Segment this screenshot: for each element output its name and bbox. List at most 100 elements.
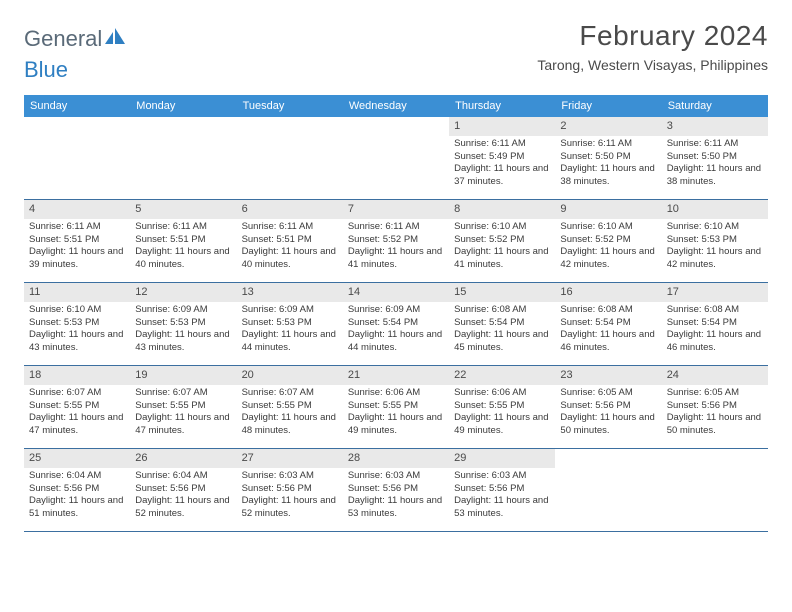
dow-monday: Monday [130,95,236,117]
sunset-line: Sunset: 5:53 PM [135,317,231,330]
day-cell: 17Sunrise: 6:08 AMSunset: 5:54 PMDayligh… [662,283,768,365]
sunset-line: Sunset: 5:53 PM [242,317,338,330]
daylight-line: Daylight: 11 hours and 40 minutes. [135,246,231,272]
brand-sail-icon [105,26,125,52]
sunset-line: Sunset: 5:51 PM [135,234,231,247]
sunrise-line: Sunrise: 6:11 AM [560,138,656,151]
sunrise-line: Sunrise: 6:10 AM [667,221,763,234]
day-number: 17 [662,283,768,302]
daylight-line: Daylight: 11 hours and 39 minutes. [29,246,125,272]
sunset-line: Sunset: 5:55 PM [242,400,338,413]
brand-part2: Blue [24,57,68,82]
day-number: 8 [449,200,555,219]
daylight-line: Daylight: 11 hours and 44 minutes. [242,329,338,355]
empty-cell [237,117,343,199]
day-cell: 25Sunrise: 6:04 AMSunset: 5:56 PMDayligh… [24,449,130,531]
day-cell: 10Sunrise: 6:10 AMSunset: 5:53 PMDayligh… [662,200,768,282]
day-cell: 18Sunrise: 6:07 AMSunset: 5:55 PMDayligh… [24,366,130,448]
sunrise-line: Sunrise: 6:11 AM [454,138,550,151]
dow-wednesday: Wednesday [343,95,449,117]
daylight-line: Daylight: 11 hours and 49 minutes. [454,412,550,438]
empty-cell [130,117,236,199]
sunrise-line: Sunrise: 6:07 AM [242,387,338,400]
dow-thursday: Thursday [449,95,555,117]
daylight-line: Daylight: 11 hours and 53 minutes. [454,495,550,521]
sunset-line: Sunset: 5:56 PM [560,400,656,413]
daylight-line: Daylight: 11 hours and 47 minutes. [29,412,125,438]
sunrise-line: Sunrise: 6:11 AM [29,221,125,234]
sunset-line: Sunset: 5:50 PM [667,151,763,164]
day-number: 10 [662,200,768,219]
sunrise-line: Sunrise: 6:03 AM [348,470,444,483]
day-number: 21 [343,366,449,385]
day-of-week-header: SundayMondayTuesdayWednesdayThursdayFrid… [24,95,768,117]
sunset-line: Sunset: 5:52 PM [560,234,656,247]
day-number: 22 [449,366,555,385]
day-number: 29 [449,449,555,468]
week-row: 11Sunrise: 6:10 AMSunset: 5:53 PMDayligh… [24,283,768,366]
daylight-line: Daylight: 11 hours and 38 minutes. [667,163,763,189]
sunset-line: Sunset: 5:56 PM [242,483,338,496]
sunrise-line: Sunrise: 6:05 AM [667,387,763,400]
empty-cell [662,449,768,531]
day-number: 3 [662,117,768,136]
day-cell: 23Sunrise: 6:05 AMSunset: 5:56 PMDayligh… [555,366,661,448]
sunset-line: Sunset: 5:53 PM [29,317,125,330]
day-cell: 14Sunrise: 6:09 AMSunset: 5:54 PMDayligh… [343,283,449,365]
sunrise-line: Sunrise: 6:05 AM [560,387,656,400]
daylight-line: Daylight: 11 hours and 46 minutes. [667,329,763,355]
daylight-line: Daylight: 11 hours and 42 minutes. [667,246,763,272]
daylight-line: Daylight: 11 hours and 49 minutes. [348,412,444,438]
day-number: 13 [237,283,343,302]
day-cell: 20 Sunrise: 6:07 AMSunset: 5:55 PMDayligh… [237,366,343,448]
day-number: 15 [449,283,555,302]
day-cell: 6Sunrise: 6:11 AMSunset: 5:51 PMDaylight… [237,200,343,282]
month-title: February 2024 [537,20,768,52]
sunset-line: Sunset: 5:56 PM [348,483,444,496]
calendar-grid: SundayMondayTuesdayWednesdayThursdayFrid… [24,95,768,532]
sunset-line: Sunset: 5:55 PM [348,400,444,413]
sunrise-line: Sunrise: 6:08 AM [667,304,763,317]
daylight-line: Daylight: 11 hours and 50 minutes. [667,412,763,438]
sunrise-line: Sunrise: 6:06 AM [348,387,444,400]
sunset-line: Sunset: 5:51 PM [29,234,125,247]
day-cell: 29Sunrise: 6:03 AMSunset: 5:56 PMDayligh… [449,449,555,531]
daylight-line: Daylight: 11 hours and 37 minutes. [454,163,550,189]
day-number: 5 [130,200,236,219]
day-number: 28 [343,449,449,468]
sunset-line: Sunset: 5:51 PM [242,234,338,247]
weeks-container: 1Sunrise: 6:11 AMSunset: 5:49 PMDaylight… [24,117,768,532]
sunrise-line: Sunrise: 6:09 AM [135,304,231,317]
sunset-line: Sunset: 5:56 PM [454,483,550,496]
sunrise-line: Sunrise: 6:11 AM [348,221,444,234]
dow-friday: Friday [555,95,661,117]
sunset-line: Sunset: 5:56 PM [135,483,231,496]
daylight-line: Daylight: 11 hours and 46 minutes. [560,329,656,355]
day-cell: 22Sunrise: 6:06 AMSunset: 5:55 PMDayligh… [449,366,555,448]
empty-cell [24,117,130,199]
sunrise-line: Sunrise: 6:04 AM [29,470,125,483]
sunrise-line: Sunrise: 6:11 AM [667,138,763,151]
day-number: 20 [237,366,343,385]
day-cell: 3 Sunrise: 6:11 AMSunset: 5:50 PMDaylight… [662,117,768,199]
day-cell: 5 Sunrise: 6:11 AMSunset: 5:51 PMDaylight… [130,200,236,282]
sunset-line: Sunset: 5:54 PM [454,317,550,330]
sunset-line: Sunset: 5:52 PM [454,234,550,247]
daylight-line: Daylight: 11 hours and 42 minutes. [560,246,656,272]
empty-cell [343,117,449,199]
sunrise-line: Sunrise: 6:11 AM [242,221,338,234]
daylight-line: Daylight: 11 hours and 52 minutes. [242,495,338,521]
sunrise-line: Sunrise: 6:08 AM [454,304,550,317]
sunrise-line: Sunrise: 6:03 AM [242,470,338,483]
sunrise-line: Sunrise: 6:09 AM [242,304,338,317]
day-number: 9 [555,200,661,219]
day-number: 19 [130,366,236,385]
day-number: 2 [555,117,661,136]
day-cell: 2Sunrise: 6:11 AMSunset: 5:50 PMDaylight… [555,117,661,199]
sunrise-line: Sunrise: 6:07 AM [135,387,231,400]
sunrise-line: Sunrise: 6:11 AM [135,221,231,234]
daylight-line: Daylight: 11 hours and 50 minutes. [560,412,656,438]
day-number: 6 [237,200,343,219]
day-number: 16 [555,283,661,302]
daylight-line: Daylight: 11 hours and 48 minutes. [242,412,338,438]
